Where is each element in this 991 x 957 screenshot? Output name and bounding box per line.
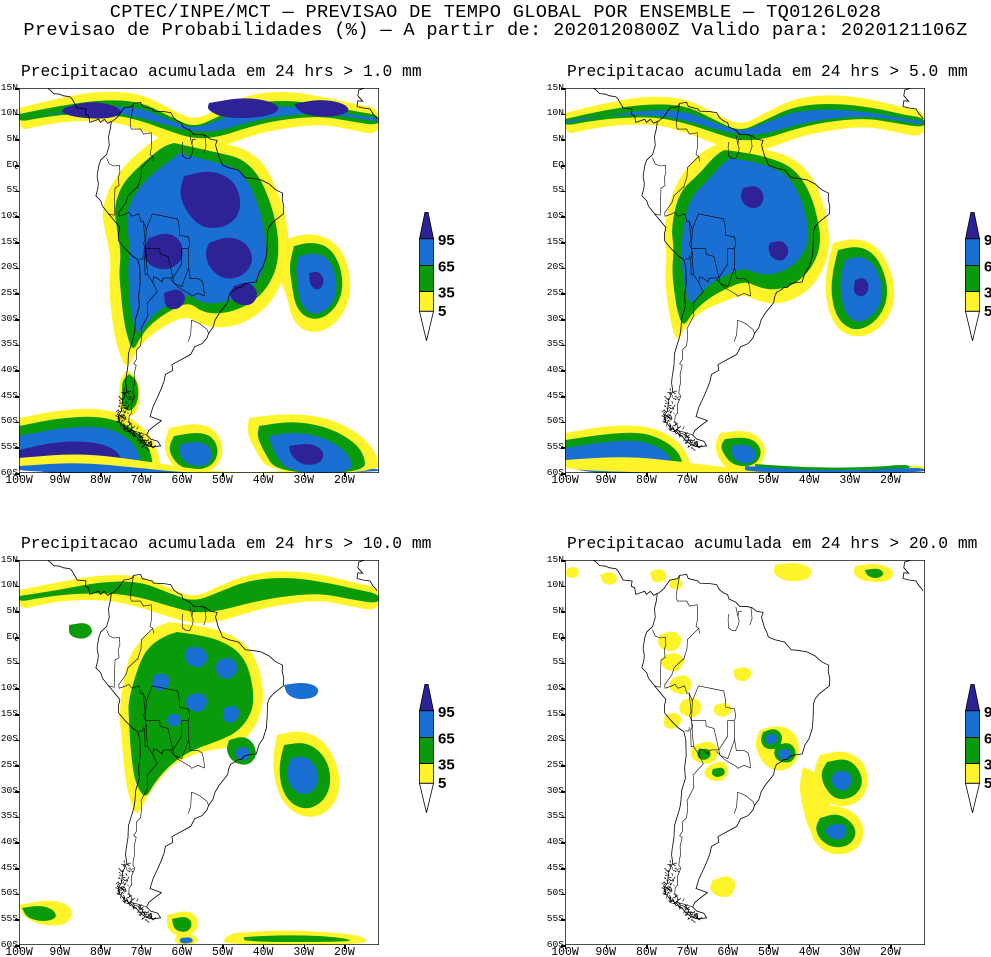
svg-text:65: 65 [438, 730, 455, 747]
svg-text:65: 65 [984, 730, 991, 747]
svg-text:65: 65 [984, 258, 991, 275]
svg-text:95: 95 [984, 232, 991, 249]
svg-text:35: 35 [438, 284, 455, 301]
svg-text:95: 95 [438, 232, 455, 249]
svg-text:5: 5 [438, 303, 446, 320]
svg-text:5: 5 [438, 775, 446, 792]
svg-text:5: 5 [984, 303, 991, 320]
svg-text:35: 35 [984, 756, 991, 773]
svg-text:35: 35 [984, 284, 991, 301]
svg-text:35: 35 [438, 756, 455, 773]
svg-text:95: 95 [438, 704, 455, 721]
svg-text:5: 5 [984, 775, 991, 792]
svg-text:95: 95 [984, 704, 991, 721]
svg-text:65: 65 [438, 258, 455, 275]
